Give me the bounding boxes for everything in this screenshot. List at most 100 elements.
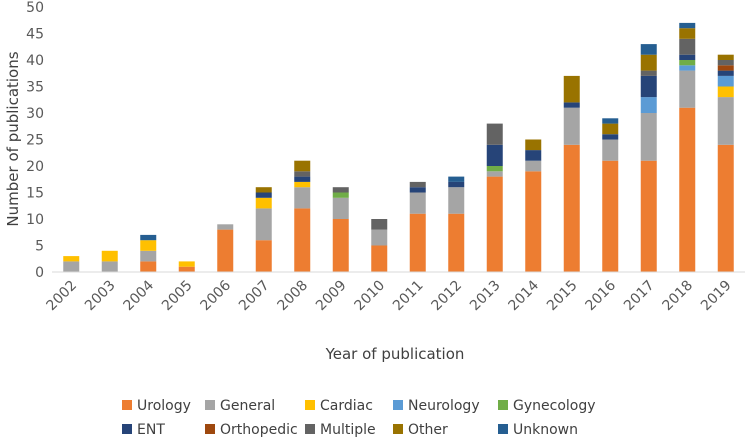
bar-segment-cardiac-2019 (717, 86, 734, 98)
x-tick-label: 2014 (506, 277, 543, 314)
bar-segment-general-2012 (448, 187, 465, 214)
bar-segment-urology-2015 (563, 144, 580, 272)
x-tick-label: 2017 (621, 278, 658, 315)
bar-segment-general-2003 (101, 261, 118, 272)
legend-label-other: Other (408, 422, 448, 438)
bar-segment-general-2018 (679, 70, 696, 108)
bar-segment-other-2019 (717, 54, 734, 60)
x-tick-label: 2004 (121, 277, 158, 314)
bar-segment-ent-2018 (679, 54, 696, 60)
bar-segment-general-2015 (563, 107, 580, 145)
bar-segment-other-2014 (525, 139, 542, 151)
y-axis-title: Number of publications (4, 51, 22, 226)
x-axis-title: Year of publication (325, 345, 465, 363)
y-tick-label: 45 (26, 27, 44, 43)
bar-segment-multiple-2013 (486, 123, 503, 145)
x-tick-label: 2002 (44, 278, 81, 315)
bar-segment-unknown-2017 (640, 44, 657, 55)
x-tick-label: 2012 (429, 278, 466, 315)
bar-segment-urology-2018 (679, 107, 696, 272)
bar-segment-multiple-2010 (371, 219, 388, 230)
x-tick-label: 2008 (275, 278, 312, 315)
bar-segment-neurology-2017 (640, 97, 657, 113)
bar-segment-other-2015 (563, 75, 580, 103)
bar-segment-urology-2019 (717, 144, 734, 272)
x-tick-label: 2015 (544, 278, 581, 315)
legend-label-neurology: Neurology (408, 398, 480, 414)
y-tick-label: 15 (26, 186, 44, 202)
bar-segment-ent-2008 (294, 176, 311, 182)
bar-segment-general-2011 (409, 192, 426, 214)
bar-segment-general-2009 (332, 197, 349, 219)
x-tick-label: 2019 (698, 278, 735, 315)
legend-label-multiple: Multiple (320, 422, 376, 438)
legend-swatch-gynecology (498, 400, 508, 410)
bar-segment-cardiac-2005 (178, 261, 195, 267)
bar-segment-neurology-2018 (679, 65, 696, 71)
legend-label-general: General (220, 398, 275, 414)
bar-segment-urology-2005 (178, 266, 195, 272)
bar-segment-urology-2010 (371, 245, 388, 272)
legend-label-ent: ENT (137, 422, 165, 438)
bar-segment-general-2002 (63, 261, 80, 272)
bar-segment-general-2007 (255, 208, 272, 241)
bar-segment-general-2013 (486, 171, 503, 177)
bar-segment-urology-2007 (255, 240, 272, 272)
bar-segment-ent-2017 (640, 75, 657, 98)
bar-segment-urology-2017 (640, 160, 657, 272)
x-tick-label: 2011 (390, 278, 427, 315)
bar-segment-ent-2014 (525, 150, 542, 161)
y-tick-label: 20 (26, 159, 44, 175)
bar-segment-other-2018 (679, 28, 696, 39)
legend-swatch-general (205, 400, 215, 410)
bar-segment-multiple-2011 (409, 181, 426, 188)
y-tick-label: 40 (26, 53, 44, 69)
bar-segment-general-2006 (217, 224, 234, 230)
bar-segment-cardiac-2008 (294, 181, 311, 188)
bar-segment-general-2016 (602, 139, 619, 161)
bar-segment-urology-2012 (448, 213, 465, 272)
bar-segment-multiple-2009 (332, 187, 349, 193)
bar-segment-ent-2011 (409, 187, 426, 193)
x-tick-label: 2018 (660, 278, 697, 315)
y-tick-label: 50 (26, 0, 44, 16)
bar-segment-ent-2007 (255, 192, 272, 198)
bar-segment-general-2008 (294, 187, 311, 209)
y-tick-label: 0 (35, 265, 44, 281)
bar-segment-other-2016 (602, 123, 619, 135)
y-tick-label: 25 (26, 133, 44, 149)
legend-label-urology: Urology (137, 398, 191, 414)
bar-segment-urology-2008 (294, 208, 311, 272)
bar-segment-cardiac-2007 (255, 197, 272, 209)
bar-segment-neurology-2019 (717, 75, 734, 87)
bar-segment-ent-2015 (563, 102, 580, 108)
x-tick-label: 2005 (159, 278, 196, 315)
legend-label-orthopedic: Orthopedic (220, 422, 298, 438)
y-tick-label: 30 (26, 106, 44, 122)
bar-segment-unknown-2012 (448, 176, 465, 182)
legend-swatch-multiple (305, 424, 315, 434)
bar-segment-cardiac-2004 (140, 240, 157, 251)
bar-segment-ent-2019 (717, 70, 734, 76)
bar-segment-unknown-2016 (602, 118, 619, 124)
bar-segment-urology-2014 (525, 171, 542, 272)
legend-swatch-orthopedic (205, 424, 215, 434)
y-tick-label: 35 (26, 80, 44, 96)
bar-segment-urology-2009 (332, 219, 349, 272)
bar-segment-unknown-2004 (140, 234, 157, 241)
bar-segment-multiple-2019 (717, 60, 734, 66)
x-tick-label: 2016 (583, 277, 620, 314)
x-tick-label: 2010 (352, 278, 389, 315)
x-tick-label: 2009 (313, 278, 350, 315)
bar-segment-multiple-2008 (294, 171, 311, 177)
legend-swatch-unknown (498, 424, 508, 434)
bar-segment-general-2014 (525, 160, 542, 172)
bar-segment-orthopedic-2019 (717, 65, 734, 71)
bar-segment-multiple-2018 (679, 38, 696, 55)
x-tick-label: 2007 (236, 278, 273, 315)
bar-segment-urology-2013 (486, 176, 503, 272)
legend-label-cardiac: Cardiac (320, 398, 373, 414)
bar-segment-multiple-2017 (640, 70, 657, 76)
legend-swatch-urology (122, 400, 132, 410)
